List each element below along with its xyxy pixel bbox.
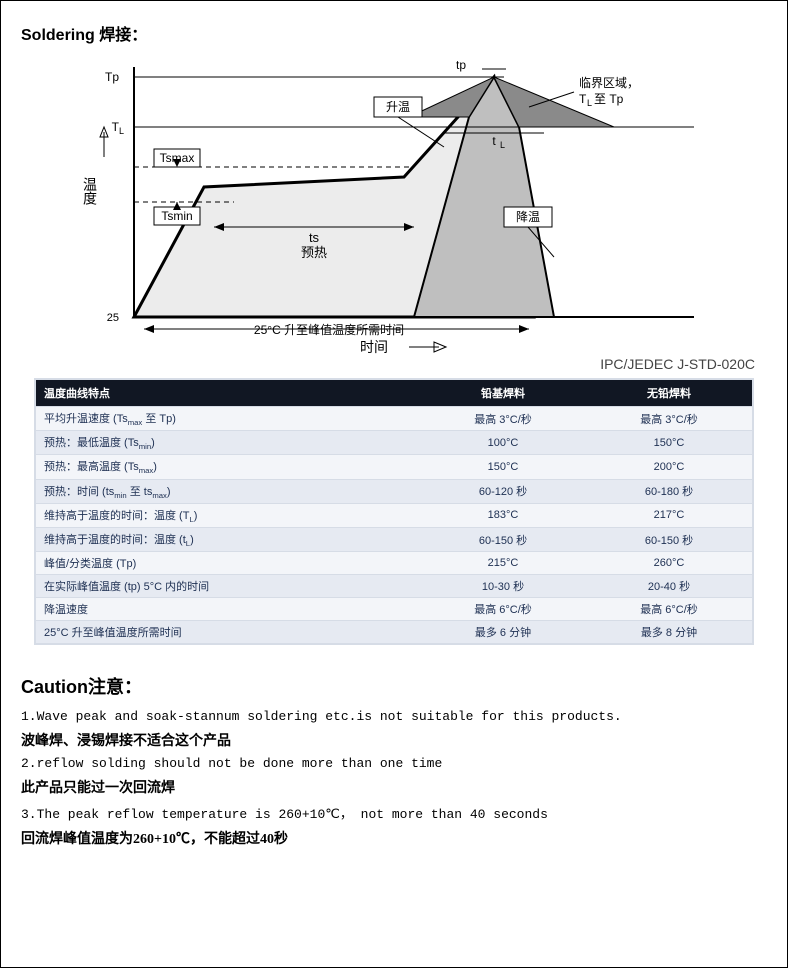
caution-section: Caution注意： 1.Wave peak and soak-stannum … <box>21 673 767 848</box>
table-row: 在实际峰值温度 (tp) 5°C 内的时间10-30 秒20-40 秒 <box>35 575 753 598</box>
caution-en: 1.Wave peak and soak-stannum soldering e… <box>21 709 767 724</box>
table-cell: 215°C <box>420 552 586 575</box>
svg-text:25°C 升至峰值温度所需时间: 25°C 升至峰值温度所需时间 <box>254 322 404 337</box>
svg-text:tp: tp <box>456 58 466 72</box>
svg-text:L: L <box>119 126 124 136</box>
table-cell: 最多 8 分钟 <box>586 621 753 645</box>
table-row: 预热：最低温度 (Tsmin)100°C150°C <box>35 431 753 455</box>
svg-text:时间: 时间 <box>360 339 388 355</box>
caution-cn: 波峰焊、浸锡焊接不适合这个产品 <box>21 730 767 750</box>
reflow-profile-chart: 升温降温临界区域，TL 至 TpTsmaxTsmin25TpTL温度时间ts预热… <box>21 57 767 362</box>
table-cell: 降温速度 <box>35 598 420 621</box>
table-cell: 200°C <box>586 455 753 479</box>
table-cell: 最高 6°C/秒 <box>420 598 586 621</box>
table-cell: 峰值/分类温度 (Tp) <box>35 552 420 575</box>
svg-text:Tp: Tp <box>105 70 119 84</box>
caution-title: Caution注意： <box>21 673 767 699</box>
caution-cn: 此产品只能过一次回流焊 <box>21 777 767 797</box>
svg-text:温度: 温度 <box>82 177 98 205</box>
table-cell: 60-120 秒 <box>420 479 586 503</box>
table-cell: 维持高于温度的时间：温度 (TL) <box>35 503 420 527</box>
table-cell: 150°C <box>420 455 586 479</box>
svg-text:Tsmin: Tsmin <box>161 209 192 223</box>
svg-text:L: L <box>587 98 592 108</box>
table-cell: 预热：最低温度 (Tsmin) <box>35 431 420 455</box>
svg-text:预热: 预热 <box>301 245 327 260</box>
table-cell: 60-180 秒 <box>586 479 753 503</box>
table-cell: 平均升温速度 (Tsmax 至 Tp) <box>35 407 420 431</box>
table-cell: 在实际峰值温度 (tp) 5°C 内的时间 <box>35 575 420 598</box>
svg-text:ts: ts <box>309 230 320 245</box>
table-row: 平均升温速度 (Tsmax 至 Tp)最高 3°C/秒最高 3°C/秒 <box>35 407 753 431</box>
table-cell: 260°C <box>586 552 753 575</box>
svg-text:临界区域，: 临界区域， <box>579 76 639 90</box>
caution-en: 2.reflow solding should not be done more… <box>21 756 767 771</box>
caution-cn: 回流焊峰值温度为260+10℃，不能超过40秒 <box>21 828 767 848</box>
svg-text:25: 25 <box>107 312 119 324</box>
table-row: 维持高于温度的时间：温度 (tL)60-150 秒60-150 秒 <box>35 527 753 551</box>
table-row: 预热：最高温度 (Tsmax)150°C200°C <box>35 455 753 479</box>
table-row: 25°C 升至峰值温度所需时间最多 6 分钟最多 8 分钟 <box>35 621 753 645</box>
table-cell: 150°C <box>586 431 753 455</box>
svg-text:升温: 升温 <box>386 100 410 114</box>
table-header: 温度曲线特点 <box>35 379 420 407</box>
table-cell: 25°C 升至峰值温度所需时间 <box>35 621 420 645</box>
table-cell: 最高 3°C/秒 <box>586 407 753 431</box>
table-cell: 预热：时间 (tsmin 至 tsmax) <box>35 479 420 503</box>
table-cell: 100°C <box>420 431 586 455</box>
svg-text:T: T <box>579 92 587 106</box>
table-cell: 20-40 秒 <box>586 575 753 598</box>
table-cell: 最多 6 分钟 <box>420 621 586 645</box>
table-row: 降温速度最高 6°C/秒最高 6°C/秒 <box>35 598 753 621</box>
caution-en: 3.The peak reflow temperature is 260+10℃… <box>21 803 767 822</box>
table-cell: 60-150 秒 <box>586 527 753 551</box>
table-cell: 预热：最高温度 (Tsmax) <box>35 455 420 479</box>
table-header: 铅基焊料 <box>420 379 586 407</box>
svg-text:L: L <box>500 140 505 150</box>
svg-text:至 Tp: 至 Tp <box>594 92 624 106</box>
table-cell: 217°C <box>586 503 753 527</box>
table-row: 预热：时间 (tsmin 至 tsmax)60-120 秒60-180 秒 <box>35 479 753 503</box>
svg-text:降温: 降温 <box>516 210 540 224</box>
table-header: 无铅焊料 <box>586 379 753 407</box>
table-cell: 10-30 秒 <box>420 575 586 598</box>
table-row: 维持高于温度的时间：温度 (TL)183°C217°C <box>35 503 753 527</box>
table-cell: 最高 6°C/秒 <box>586 598 753 621</box>
table-cell: 60-150 秒 <box>420 527 586 551</box>
table-cell: 最高 3°C/秒 <box>420 407 586 431</box>
table-cell: 183°C <box>420 503 586 527</box>
table-cell: 维持高于温度的时间：温度 (tL) <box>35 527 420 551</box>
profile-table: 温度曲线特点铅基焊料无铅焊料 平均升温速度 (Tsmax 至 Tp)最高 3°C… <box>34 378 754 645</box>
section-title: Soldering 焊接： <box>21 21 767 45</box>
table-row: 峰值/分类温度 (Tp)215°C260°C <box>35 552 753 575</box>
